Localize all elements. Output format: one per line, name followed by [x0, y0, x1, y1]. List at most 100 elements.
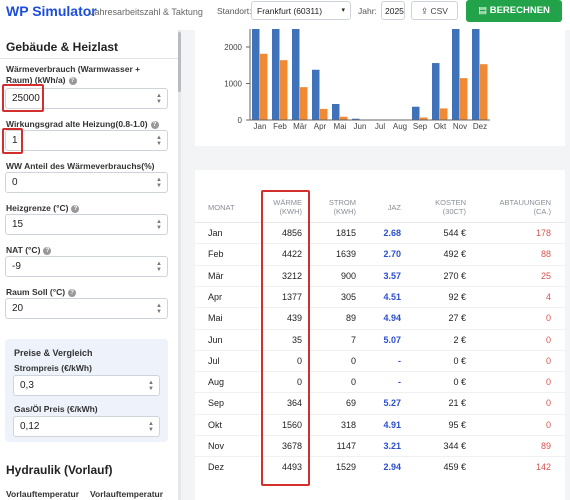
field-input[interactable]: 1 ▲ ▼: [5, 130, 168, 151]
cell: 2 €: [453, 334, 466, 345]
cell: Jun: [208, 334, 223, 345]
spinner[interactable]: ▲ ▼: [148, 421, 154, 433]
row-divider: [195, 456, 565, 458]
cell: 95 €: [448, 419, 466, 430]
cell: 0: [350, 377, 356, 388]
x-tick-label: Okt: [434, 122, 447, 131]
hydraulics-heading: Hydraulik (Vorlauf): [6, 463, 113, 477]
spinner[interactable]: ▲ ▼: [148, 380, 154, 392]
sidebar-heading: Gebäude & Heizlast: [6, 40, 119, 54]
help-icon[interactable]: ?: [43, 246, 52, 255]
cell: 4856: [281, 228, 302, 238]
cell: 0: [545, 334, 551, 345]
cell: 4: [545, 291, 551, 302]
cell: 3.57: [383, 270, 401, 281]
x-tick-label: Apr: [314, 122, 327, 131]
field-input[interactable]: 15 ▲ ▼: [5, 214, 168, 235]
cell: Feb: [208, 249, 224, 260]
help-icon[interactable]: ?: [150, 120, 159, 129]
field-input[interactable]: 0 ▲ ▼: [5, 172, 168, 193]
cell: 900: [340, 270, 356, 281]
column-header: ABTAUUNGEN (CA.): [499, 198, 551, 216]
scroll-thumb[interactable]: [178, 32, 181, 92]
csv-button[interactable]: ⇪ CSV: [411, 1, 458, 20]
calc-button[interactable]: ▤ BERECHNEN: [466, 0, 562, 22]
cell: 3.21: [383, 441, 401, 451]
cell: 1560: [281, 419, 302, 430]
cell: 364: [286, 398, 302, 409]
field-value: 25000: [12, 93, 40, 104]
spinner[interactable]: ▲ ▼: [156, 219, 162, 231]
field-label: Gas/Öl Preis (€/kWh): [14, 404, 98, 414]
spinner[interactable]: ▲ ▼: [156, 261, 162, 273]
highlight-box: [2, 128, 23, 154]
spinner[interactable]: ▲ ▼: [156, 93, 162, 105]
cell: 7: [350, 334, 356, 345]
cell: 142: [535, 462, 551, 473]
bar: [312, 69, 320, 120]
x-tick-label: Jan: [254, 122, 267, 131]
year-label: Jahr:: [358, 6, 377, 16]
cell: 2.70: [383, 249, 401, 260]
field-label: Heizgrenze (°C)?: [6, 203, 171, 214]
bar: [432, 63, 440, 120]
app-title: WP Simulator: [6, 3, 97, 19]
column-header: KOSTEN (30CT): [435, 198, 466, 216]
location-label: Standort:: [217, 6, 252, 16]
spinner[interactable]: ▲ ▼: [156, 303, 162, 315]
field-value: 20: [12, 303, 24, 314]
help-icon[interactable]: ?: [68, 76, 77, 85]
cell: Aug: [208, 377, 225, 388]
field-input[interactable]: 0,3 ▲ ▼: [13, 375, 160, 396]
spinner[interactable]: ▲ ▼: [156, 135, 162, 147]
row-divider: [195, 349, 565, 351]
cell: 544 €: [443, 228, 466, 238]
cell: 1815: [335, 228, 356, 238]
cell: 459 €: [443, 462, 466, 473]
field-label-text: Heizgrenze (°C): [6, 203, 69, 213]
field-label: Raum Soll (°C)?: [6, 287, 171, 298]
cell: Mai: [208, 313, 223, 324]
bar: [340, 116, 348, 120]
cell: 89: [345, 313, 356, 324]
location-select[interactable]: Frankfurt (60311) ▾: [251, 1, 351, 20]
field-input[interactable]: -9 ▲ ▼: [5, 256, 168, 277]
cell: 318: [340, 419, 356, 430]
help-icon[interactable]: ?: [71, 204, 80, 213]
row-divider: [195, 328, 565, 330]
x-tick-label: Mai: [334, 122, 347, 131]
header-divider: [195, 222, 565, 223]
cell: Dez: [208, 462, 225, 473]
field-value: 1: [12, 135, 18, 146]
column-header: WÄRME (KWH): [273, 198, 302, 216]
x-tick-label: Aug: [393, 122, 407, 131]
x-tick-label: Jun: [354, 122, 367, 131]
cell: 0: [350, 355, 356, 366]
cell: 21 €: [448, 398, 466, 409]
field-input[interactable]: 0,12 ▲ ▼: [13, 416, 160, 437]
cell: 0: [545, 355, 551, 366]
field-input[interactable]: 25000 ▲ ▼: [5, 88, 168, 109]
field-label: Strompreis (€/kWh): [14, 363, 92, 373]
cell: 1147: [336, 441, 356, 451]
year-select[interactable]: 2025: [381, 1, 405, 20]
x-tick-label: Feb: [273, 122, 287, 131]
field-value: 0,12: [20, 421, 40, 432]
bar: [292, 29, 300, 120]
field-label: NAT (°C)?: [6, 245, 171, 256]
cell: 5.07: [383, 334, 401, 345]
x-tick-label: Sep: [413, 122, 428, 131]
row-divider: [195, 243, 565, 245]
field-input[interactable]: 20 ▲ ▼: [5, 298, 168, 319]
cell: 1377: [281, 291, 302, 302]
bar: [252, 29, 260, 120]
help-icon[interactable]: ?: [68, 288, 77, 297]
bar: [480, 64, 488, 120]
spinner[interactable]: ▲ ▼: [156, 177, 162, 189]
scrollbar[interactable]: [178, 30, 181, 500]
bar: [332, 103, 340, 120]
row-divider: [195, 435, 565, 436]
cell: -: [398, 377, 401, 388]
cell: 1639: [335, 249, 356, 260]
x-tick-label: Mär: [293, 122, 307, 131]
